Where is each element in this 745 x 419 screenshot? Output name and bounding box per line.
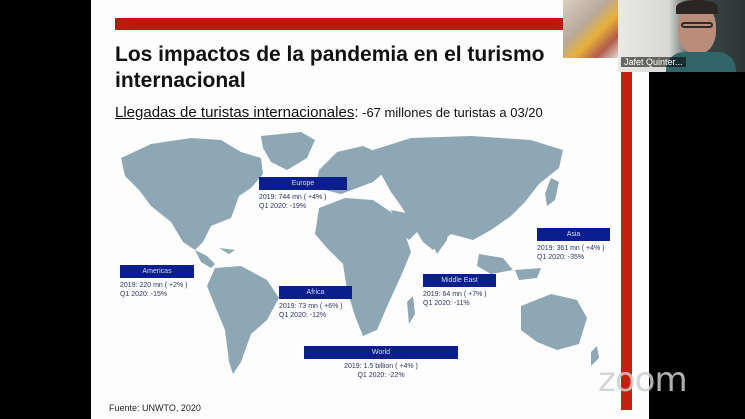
region-stat-2019: 2019: 1.5 billion ( +4% ) [344, 363, 418, 370]
slide-source: Fuente: UNWTO, 2020 [109, 403, 201, 413]
region-tag: Middle East [423, 274, 496, 287]
region-stat-q1-2020: Q1 2020: -19% [259, 203, 307, 210]
region-stat-q1-2020: Q1 2020: -15% [120, 291, 168, 298]
region-stat-2019: 2019: 220 mn ( +2% ) [120, 282, 188, 289]
slide-title: Los impactos de la pandemia en el turism… [115, 43, 545, 92]
subtitle-value: -67 millones de turistas a 03/20 [358, 105, 543, 120]
speaker-glasses [681, 22, 713, 28]
region-tag: Africa [279, 286, 352, 299]
region-tag: Europe [259, 177, 347, 190]
region-stat-2019: 2019: 361 mn ( +4% ) [537, 245, 605, 252]
speaker-hair [676, 0, 718, 14]
region-world: World 2019: 1.5 billion ( +4% ) Q1 2020:… [304, 346, 458, 380]
region-tag: Asia [537, 228, 610, 241]
participant-video-strip[interactable]: Jafet Quinter... [563, 0, 745, 72]
region-stat-2019: 2019: 73 mn ( +6% ) [279, 303, 343, 310]
region-americas: Americas 2019: 220 mn ( +2% ) Q1 2020: -… [120, 265, 194, 299]
world-map [121, 132, 599, 374]
region-tag: World [304, 346, 458, 359]
region-middle-east: Middle East 2019: 64 mn ( +7% ) Q1 2020:… [423, 274, 496, 308]
subtitle-label: Llegadas de turistas internacionales [115, 104, 355, 121]
shared-slide: Los impactos de la pandemia en el turism… [91, 0, 649, 419]
region-stat-q1-2020: Q1 2020: -35% [537, 254, 585, 261]
region-stat-q1-2020: Q1 2020: -12% [279, 312, 327, 319]
subtitle-separator: : [354, 104, 359, 121]
zoom-watermark-logo: zoom [598, 360, 688, 400]
region-africa: Africa 2019: 73 mn ( +6% ) Q1 2020: -12% [279, 286, 352, 320]
region-stat-q1-2020: Q1 2020: -11% [423, 300, 470, 307]
region-stat-2019: 2019: 744 mn ( +4% ) [259, 194, 327, 201]
slide-top-accent-bar [115, 18, 615, 30]
participant-video-thumbnail[interactable] [563, 0, 618, 58]
slide-subtitle: Llegadas de turistas internacionales: -6… [115, 104, 543, 121]
participant-name-label: Jafet Quinter... [621, 57, 686, 67]
region-stat-q1-2020: Q1 2020: -22% [357, 372, 405, 379]
region-europe: Europe 2019: 744 mn ( +4% ) Q1 2020: -19… [259, 177, 347, 211]
region-stat-2019: 2019: 64 mn ( +7% ) [423, 291, 487, 298]
region-tag: Americas [120, 265, 194, 278]
slide-right-accent-bar [621, 60, 632, 410]
region-asia: Asia 2019: 361 mn ( +4% ) Q1 2020: -35% [537, 228, 610, 262]
